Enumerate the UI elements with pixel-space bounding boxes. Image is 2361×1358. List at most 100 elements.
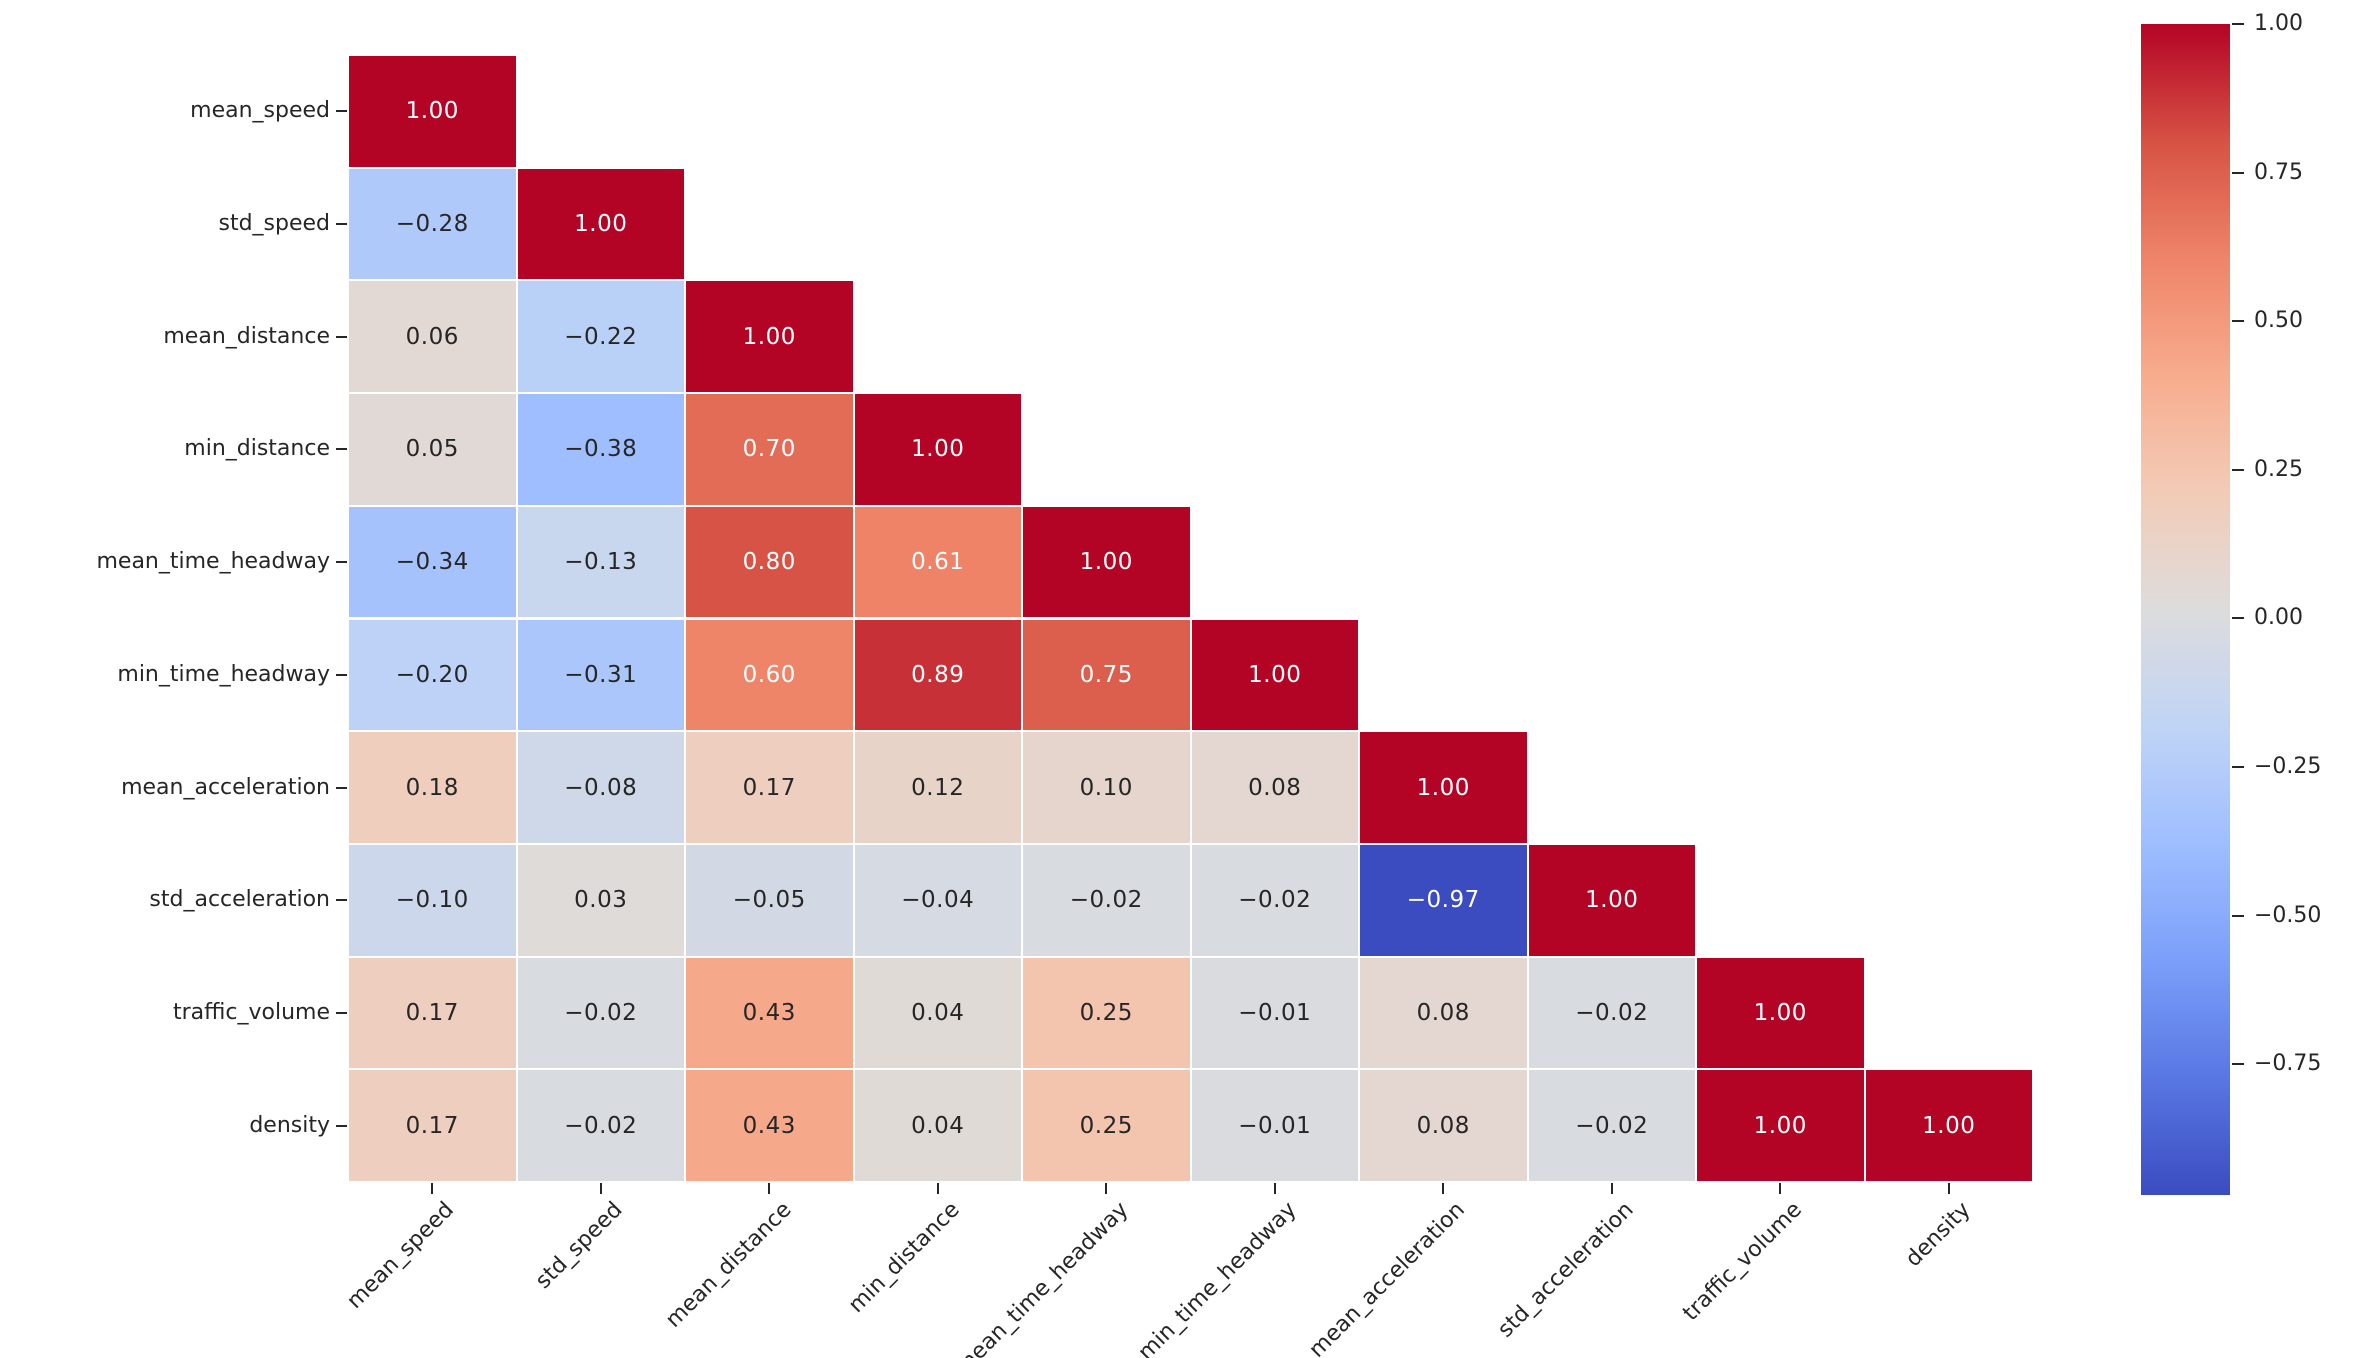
y-axis-tick [336,899,347,902]
cell-value: 0.75 [1079,661,1133,688]
heatmap-cell-mean_acceleration-std_speed: −0.08 [516,731,685,844]
x-axis-tick [1105,1183,1108,1194]
heatmap-cell-min_time_headway-mean_time_headway: 0.75 [1022,618,1191,732]
cell-value: 0.08 [1416,1112,1470,1139]
x-axis-tick [936,1183,939,1194]
x-axis-tick [768,1183,771,1194]
cell-value: −0.02 [1069,887,1143,914]
heatmap-cell-std_acceleration-mean_speed: −0.10 [348,843,517,957]
heatmap-cell-min_time_headway-min_time_headway: 1.00 [1190,618,1359,732]
heatmap-cell-mean_speed-mean_speed: 1.00 [348,55,517,168]
y-axis-tick [336,673,347,676]
cell-value: 1.00 [742,323,796,350]
heatmap-cell-min_distance-mean_distance: 0.70 [685,393,854,506]
cell-value: 0.18 [405,774,459,801]
heatmap-cell-traffic_volume-std_speed: −0.02 [516,956,685,1070]
heatmap-cell-std_acceleration-mean_time_headway: −0.02 [1022,843,1191,957]
heatmap-cell-std_acceleration-min_time_headway: −0.02 [1190,843,1359,957]
y-axis-tick [336,448,347,451]
x-axis-tick [1442,1183,1445,1194]
cell-value: −0.02 [1575,1112,1649,1139]
colorbar-tick-label: −0.75 [2254,1051,2322,1077]
y-axis-label-mean_distance: mean_distance [163,323,330,349]
heatmap-cell-mean_distance-mean_distance: 1.00 [685,280,854,394]
y-axis-label-std_acceleration: std_acceleration [149,887,330,913]
heatmap-cell-density-mean_acceleration: 0.08 [1359,1069,1528,1182]
heatmap-cell-traffic_volume-mean_speed: 0.17 [348,956,517,1070]
colorbar-gradient [2141,24,2230,1195]
cell-value: −0.02 [1238,887,1312,914]
heatmap-cell-mean_acceleration-mean_distance: 0.17 [685,731,854,844]
cell-value: 0.04 [911,1112,965,1139]
cell-value: 0.17 [405,1112,459,1139]
x-axis-label-mean_speed: mean_speed [342,1197,460,1314]
cell-value: 0.10 [1079,774,1133,801]
heatmap-cell-std_speed-mean_speed: −0.28 [348,167,517,281]
cell-value: −0.10 [395,887,469,914]
x-axis-label-mean_distance: mean_distance [660,1197,797,1333]
cell-value: 0.06 [405,323,459,350]
cell-value: 1.00 [1585,887,1639,914]
cell-value: 0.80 [742,549,796,576]
heatmap-cell-mean_time_headway-mean_speed: −0.34 [348,505,517,619]
heatmap-cell-min_distance-min_distance: 1.00 [853,393,1022,506]
colorbar-tick-label: −0.25 [2254,754,2322,780]
cell-value: 0.08 [1416,999,1470,1026]
x-axis-tick [1273,1183,1276,1194]
cell-value: 0.25 [1079,999,1133,1026]
heatmap-cell-min_time_headway-mean_distance: 0.60 [685,618,854,732]
heatmap-cell-mean_time_headway-min_distance: 0.61 [853,505,1022,619]
y-axis-tick [336,110,347,113]
cell-value: −0.20 [395,661,469,688]
heatmap-cell-mean_distance-std_speed: −0.22 [516,280,685,394]
heatmap-cell-std_acceleration-mean_distance: −0.05 [685,843,854,957]
cell-value: 0.43 [742,1112,796,1139]
heatmap-cell-mean_acceleration-mean_time_headway: 0.10 [1022,731,1191,844]
heatmap-cell-density-mean_speed: 0.17 [348,1069,517,1182]
cell-value: 1.00 [405,98,459,125]
heatmap-cell-traffic_volume-std_acceleration: −0.02 [1527,956,1696,1070]
cell-value: −0.08 [564,774,638,801]
y-axis-label-std_speed: std_speed [218,211,330,237]
y-axis-label-density: density [249,1112,330,1138]
x-axis-label-std_speed: std_speed [531,1197,628,1294]
x-axis-label-traffic_volume: traffic_volume [1678,1197,1808,1327]
heatmap-cell-density-mean_time_headway: 0.25 [1022,1069,1191,1182]
y-axis-label-traffic_volume: traffic_volume [172,999,330,1025]
y-axis-label-mean_acceleration: mean_acceleration [121,774,330,800]
cell-value: −0.34 [395,549,469,576]
y-axis-label-min_distance: min_distance [184,436,330,462]
cell-value: −0.28 [395,211,469,238]
colorbar-tick-label: 0.75 [2254,159,2303,185]
colorbar-tick [2232,766,2244,769]
cell-value: 0.04 [911,999,965,1026]
x-axis-label-min_distance: min_distance [844,1197,965,1319]
cell-value: 1.00 [911,436,965,463]
cell-value: −0.04 [901,887,975,914]
heatmap-cell-std_speed-std_speed: 1.00 [516,167,685,281]
x-axis-tick [599,1183,602,1194]
cell-value: −0.97 [1406,887,1480,914]
y-axis-tick [336,223,347,226]
heatmap-cell-density-mean_distance: 0.43 [685,1069,854,1182]
heatmap-cell-mean_time_headway-mean_distance: 0.80 [685,505,854,619]
cell-value: 0.03 [574,887,628,914]
x-axis-label-density: density [1900,1197,1976,1273]
x-axis-tick [1947,1183,1950,1194]
cell-value: 1.00 [1079,549,1133,576]
colorbar-tick-label: 0.50 [2254,308,2303,334]
colorbar-tick-label: −0.50 [2254,902,2322,928]
cell-value: 0.08 [1248,774,1302,801]
y-axis-label-mean_speed: mean_speed [190,98,330,124]
heatmap-cell-traffic_volume-mean_acceleration: 0.08 [1359,956,1528,1070]
heatmap-cell-density-density: 1.00 [1864,1069,2033,1182]
y-axis-tick [336,561,347,564]
cell-value: 1.00 [1922,1112,1976,1139]
heatmap-cell-std_acceleration-min_distance: −0.04 [853,843,1022,957]
cell-value: 1.00 [1753,999,1807,1026]
colorbar-tick-label: 0.25 [2254,456,2303,482]
cell-value: −0.02 [1575,999,1649,1026]
heatmap-cell-traffic_volume-mean_distance: 0.43 [685,956,854,1070]
y-axis-label-mean_time_headway: mean_time_headway [96,549,330,575]
